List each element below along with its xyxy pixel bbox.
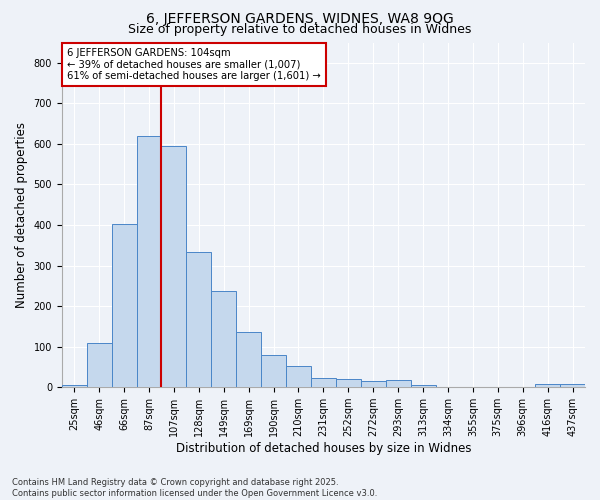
Bar <box>112 224 137 387</box>
Text: Size of property relative to detached houses in Widnes: Size of property relative to detached ho… <box>128 22 472 36</box>
Bar <box>211 291 236 387</box>
Bar <box>86 343 112 387</box>
Text: 6, JEFFERSON GARDENS, WIDNES, WA8 9QG: 6, JEFFERSON GARDENS, WIDNES, WA8 9QG <box>146 12 454 26</box>
Bar <box>161 146 187 387</box>
Bar <box>410 385 436 387</box>
Bar <box>137 136 161 387</box>
Bar <box>261 355 286 387</box>
X-axis label: Distribution of detached houses by size in Widnes: Distribution of detached houses by size … <box>176 442 471 455</box>
Y-axis label: Number of detached properties: Number of detached properties <box>15 122 28 308</box>
Bar <box>336 379 361 387</box>
Text: 6 JEFFERSON GARDENS: 104sqm
← 39% of detached houses are smaller (1,007)
61% of : 6 JEFFERSON GARDENS: 104sqm ← 39% of det… <box>67 48 321 82</box>
Bar <box>560 384 585 387</box>
Bar <box>62 385 86 387</box>
Bar <box>535 384 560 387</box>
Text: Contains HM Land Registry data © Crown copyright and database right 2025.
Contai: Contains HM Land Registry data © Crown c… <box>12 478 377 498</box>
Bar <box>286 366 311 387</box>
Bar <box>361 380 386 387</box>
Bar <box>236 332 261 387</box>
Bar <box>187 252 211 387</box>
Bar <box>311 378 336 387</box>
Bar <box>386 380 410 387</box>
